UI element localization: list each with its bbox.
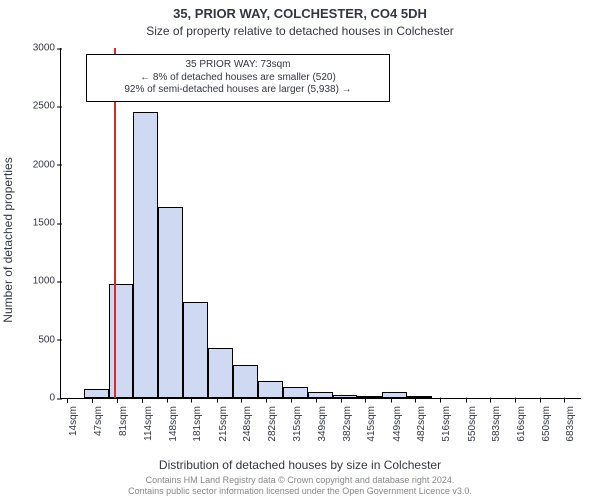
copyright-line1: Contains HM Land Registry data © Crown c… bbox=[146, 475, 455, 485]
y-tick: 0 bbox=[49, 393, 61, 404]
x-tick: 382sqm bbox=[342, 406, 353, 442]
y-tick: 2500 bbox=[33, 101, 61, 112]
y-tick: 3000 bbox=[33, 43, 61, 54]
histogram-bar bbox=[333, 395, 358, 399]
x-tick: 349sqm bbox=[317, 406, 328, 442]
y-tick: 1500 bbox=[33, 218, 61, 229]
y-tick: 500 bbox=[38, 334, 61, 345]
x-tick: 215sqm bbox=[218, 406, 229, 442]
histogram-bar bbox=[109, 284, 134, 398]
x-tick: 248sqm bbox=[242, 406, 253, 442]
histogram-bar bbox=[84, 389, 109, 398]
histogram-bar bbox=[133, 112, 158, 398]
x-tick: 14sqm bbox=[68, 406, 79, 436]
y-tick: 1000 bbox=[33, 276, 61, 287]
histogram-bar bbox=[208, 348, 233, 398]
x-tick: 47sqm bbox=[93, 406, 104, 436]
x-tick: 616sqm bbox=[516, 406, 527, 442]
x-tick: 650sqm bbox=[541, 406, 552, 442]
copyright-notice: Contains HM Land Registry data © Crown c… bbox=[0, 475, 600, 497]
title-address: 35, PRIOR WAY, COLCHESTER, CO4 5DH bbox=[0, 6, 600, 21]
annotation-box: 35 PRIOR WAY: 73sqm← 8% of detached hous… bbox=[86, 54, 390, 102]
x-tick: 516sqm bbox=[441, 406, 452, 442]
histogram-bar bbox=[357, 396, 382, 398]
annotation-line3: 92% of semi-detached houses are larger (… bbox=[93, 84, 383, 97]
histogram-bar bbox=[283, 387, 308, 398]
x-tick: 315sqm bbox=[292, 406, 303, 442]
y-axis-label: Number of detached properties bbox=[1, 157, 15, 322]
x-tick: 282sqm bbox=[267, 406, 278, 442]
histogram-bar bbox=[233, 365, 258, 398]
x-tick: 550sqm bbox=[467, 406, 478, 442]
copyright-line2: Contains public sector information licen… bbox=[128, 486, 472, 496]
title-description: Size of property relative to detached ho… bbox=[0, 24, 600, 38]
annotation-line1: 35 PRIOR WAY: 73sqm bbox=[93, 59, 383, 72]
histogram-bar bbox=[407, 396, 432, 398]
histogram-bar bbox=[382, 392, 407, 398]
x-tick: 683sqm bbox=[565, 406, 576, 442]
y-tick: 2000 bbox=[33, 159, 61, 170]
x-tick: 449sqm bbox=[392, 406, 403, 442]
x-tick: 482sqm bbox=[416, 406, 427, 442]
x-tick: 415sqm bbox=[366, 406, 377, 442]
x-tick: 148sqm bbox=[168, 406, 179, 442]
x-axis-label: Distribution of detached houses by size … bbox=[0, 458, 600, 472]
histogram-bar bbox=[258, 381, 283, 399]
histogram-plot: 05001000150020002500300014sqm47sqm81sqm1… bbox=[60, 48, 581, 399]
histogram-bar bbox=[183, 302, 208, 398]
histogram-bar bbox=[158, 207, 183, 398]
annotation-line2: ← 8% of detached houses are smaller (520… bbox=[93, 72, 383, 85]
x-tick: 181sqm bbox=[192, 406, 203, 442]
x-tick: 81sqm bbox=[118, 406, 129, 436]
x-tick: 114sqm bbox=[143, 406, 154, 441]
x-tick: 583sqm bbox=[491, 406, 502, 442]
histogram-bar bbox=[308, 392, 333, 398]
